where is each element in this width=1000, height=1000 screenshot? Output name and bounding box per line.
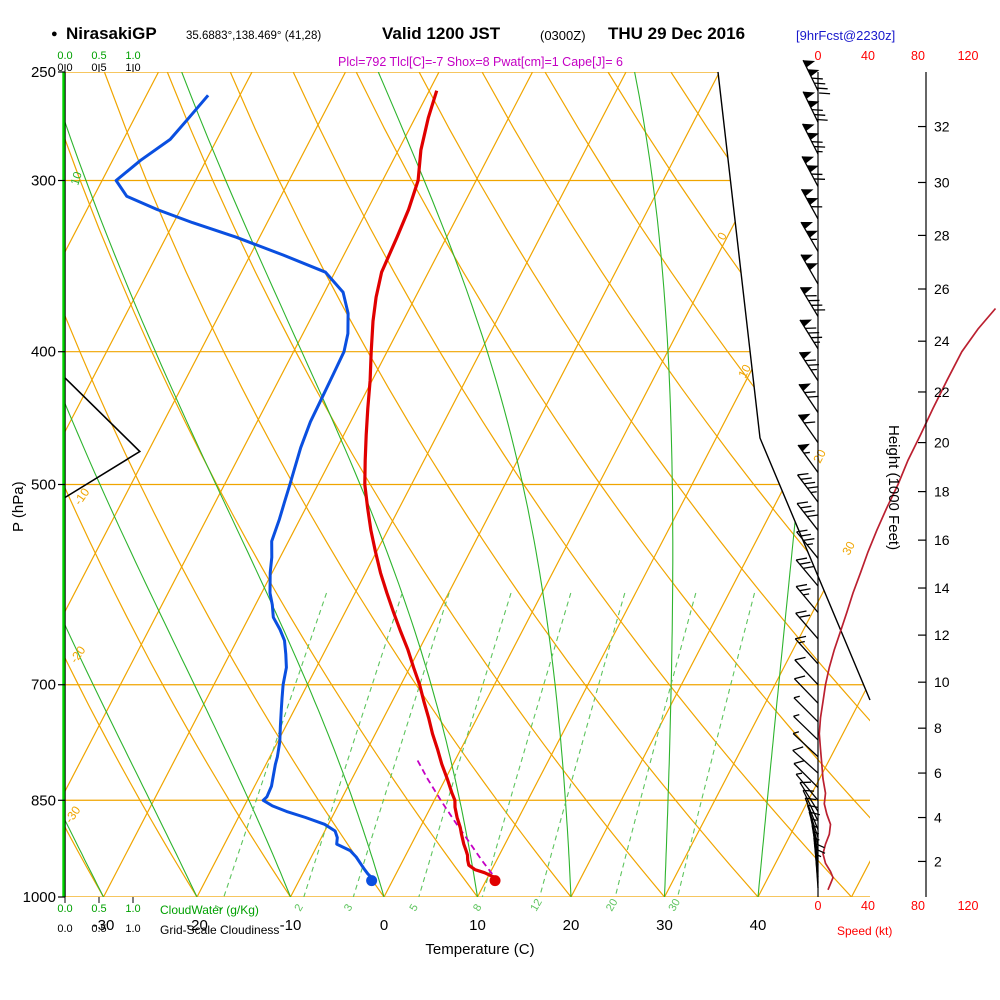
scale-value: 1.0	[125, 923, 141, 935]
mixing-ratio-label: 8	[471, 902, 484, 913]
temperature-tick-label: 30	[656, 917, 673, 934]
height-tick-label: 2	[934, 853, 942, 869]
height-tick-label: 32	[934, 119, 950, 135]
station-bullet-icon: ●	[51, 28, 58, 40]
temperature-tick-label: -10	[280, 917, 302, 934]
line-label: 10	[735, 362, 754, 381]
scale-value: 1.0	[125, 903, 141, 915]
height-tick-label: 28	[934, 227, 950, 243]
wind-speed-profile	[818, 307, 997, 891]
height-axis-title: Height (1000 Feet)	[885, 425, 902, 551]
temperature-tick-label: 10	[469, 917, 486, 934]
temperature-tick-label: 0	[380, 917, 388, 934]
scale-value: 0.0	[57, 62, 73, 74]
pressure-tick-label: 700	[31, 677, 56, 694]
forecast-tag: [9hrFcst@2230z]	[796, 28, 896, 43]
pressure-tick-label: 500	[31, 477, 56, 494]
speed-tick-label-top: 80	[911, 49, 925, 63]
parcel-path	[416, 760, 496, 879]
mixing-ratio-label: 30	[667, 897, 684, 914]
height-tick-label: 18	[934, 484, 950, 500]
height-tick-label: 10	[934, 674, 950, 690]
valid-zulu: (0300Z)	[540, 28, 586, 43]
temperature-tick-label: -30	[93, 917, 115, 934]
line-label: 10	[68, 170, 86, 187]
line-label: -10	[71, 485, 93, 508]
pressure-tick-label: 300	[31, 173, 56, 190]
height-tick-label: 30	[934, 174, 950, 190]
cloudwater-scale-top: 0.0 0.5 1.0	[54, 50, 156, 62]
height-tick-label: 16	[934, 532, 950, 548]
cloudwater-axis-title: CloudWater (g/Kg)	[160, 903, 259, 917]
stability-indices: Plcl=792 Tlcl[C]=-7 Shox=8 Pwat[cm]=1 Ca…	[338, 55, 623, 69]
grid-scale-cloudiness-profile	[64, 377, 142, 499]
grid-lines	[65, 72, 870, 897]
height-tick-label: 12	[934, 627, 950, 643]
scale-value: 0.5	[91, 62, 107, 74]
dewpoint-curve	[114, 94, 373, 879]
temperature-tick-label: -20	[186, 917, 208, 934]
surface-temperature-dot	[489, 875, 501, 887]
height-tick-label: 14	[934, 580, 950, 596]
line-label: 0	[714, 230, 730, 243]
scale-value: 0.0	[57, 903, 73, 915]
cloudiness-scale-bottom: 0.0 0.5 1.0	[54, 923, 156, 935]
height-tick-label: 8	[934, 720, 942, 736]
scale-value: 0.0	[57, 50, 73, 62]
valid-time: Valid 1200 JST	[382, 24, 501, 43]
mixing-ratio-label: 20	[604, 897, 621, 914]
scale-value: 1.0	[125, 62, 141, 74]
pressure-tick-label: 400	[31, 344, 56, 361]
valid-date: THU 29 Dec 2016	[608, 24, 746, 43]
temperature-axis-title: Temperature (C)	[425, 941, 535, 958]
pressure-tick-label: 1000	[23, 889, 56, 906]
station-name: NirasakiGP	[66, 24, 157, 43]
speed-tick-label-bottom: 120	[958, 899, 979, 913]
temperature-tick-label: 20	[563, 917, 580, 934]
mixing-ratio-label: 12	[528, 897, 545, 914]
line-label: -20	[67, 643, 89, 666]
scale-value: 1.0	[125, 50, 141, 62]
speed-tick-label-top: 120	[958, 49, 979, 63]
plot-boundary	[717, 71, 871, 701]
station-coords: 35.6883°,138.469° (41,28)	[186, 30, 322, 42]
scale-value: 0.5	[91, 903, 107, 915]
pressure-axis-title: P (hPa)	[10, 481, 27, 532]
wind-barbs	[792, 59, 831, 889]
scale-value: 0.5	[91, 50, 107, 62]
height-tick-label: 22	[934, 384, 950, 400]
speed-tick-label-bottom: 80	[911, 899, 925, 913]
height-tick-label: 26	[934, 281, 950, 297]
speed-tick-label-top: 40	[861, 49, 875, 63]
scale-value: 0.5	[91, 923, 107, 935]
mixing-ratio-label: 3	[342, 902, 355, 913]
scale-value: 0.0	[57, 923, 73, 935]
line-label: 30	[839, 539, 858, 558]
cloudiness-axis-title: Grid-Scale Cloudiness	[160, 923, 280, 937]
cloudwater-scale-bottom: 0.0 0.5 1.0	[54, 903, 156, 915]
temperature-tick-label: 40	[750, 917, 767, 934]
mixing-ratio-label: 2	[292, 902, 305, 913]
height-tick-label: 4	[934, 810, 942, 826]
mixing-ratio-label: 5	[408, 902, 421, 913]
pressure-tick-label: 250	[31, 64, 56, 81]
speed-tick-label-bottom: 0	[815, 899, 822, 913]
speed-tick-label-bottom: 40	[861, 899, 875, 913]
mixing-ratio-label: 1	[212, 902, 225, 913]
temperature-curve	[363, 90, 496, 880]
surface-dewpoint-dot	[366, 875, 378, 887]
height-tick-label: 24	[934, 333, 950, 349]
cloudiness-scale-top: 0.0 0.5 1.0	[54, 62, 156, 74]
speed-axis-title: Speed (kt)	[837, 924, 893, 938]
height-tick-label: 20	[934, 435, 950, 451]
height-tick-label: 6	[934, 765, 942, 781]
line-label: 20	[810, 447, 829, 466]
speed-tick-label-top: 0	[815, 49, 822, 63]
pressure-tick-label: 850	[31, 792, 56, 809]
